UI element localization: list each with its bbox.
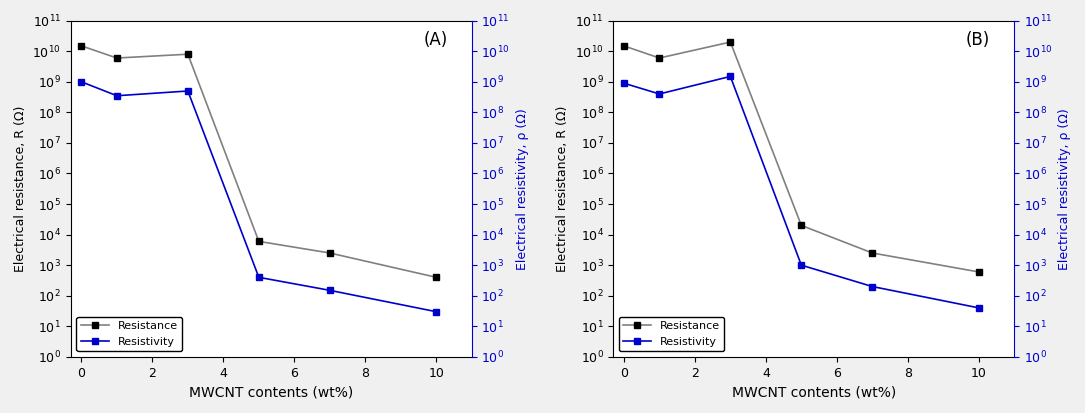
Line: Resistance: Resistance — [621, 38, 982, 275]
Resistivity — [430, 309, 443, 314]
Y-axis label: Electrical resistivity, ρ (Ω): Electrical resistivity, ρ (Ω) — [515, 108, 528, 270]
Resistance — [866, 251, 879, 256]
Resistance — [181, 52, 194, 57]
Resistivity — [617, 81, 630, 85]
Resistance — [724, 40, 737, 45]
Resistivity — [253, 275, 266, 280]
Y-axis label: Electrical resistivity, ρ (Ω): Electrical resistivity, ρ (Ω) — [1058, 108, 1071, 270]
Resistance — [430, 275, 443, 280]
Y-axis label: Electrical resistance, R (Ω): Electrical resistance, R (Ω) — [557, 106, 570, 272]
Line: Resistance: Resistance — [78, 43, 439, 281]
Y-axis label: Electrical resistance, R (Ω): Electrical resistance, R (Ω) — [14, 106, 27, 272]
Resistance — [972, 269, 985, 274]
Text: (A): (A) — [423, 31, 448, 49]
Resistance — [75, 43, 88, 48]
Line: Resistivity: Resistivity — [621, 73, 982, 311]
Resistivity — [181, 88, 194, 93]
X-axis label: MWCNT contents (wt%): MWCNT contents (wt%) — [189, 385, 354, 399]
Resistance — [323, 251, 336, 256]
Line: Resistivity: Resistivity — [78, 78, 439, 315]
Resistivity — [75, 79, 88, 84]
Resistance — [253, 239, 266, 244]
Resistivity — [972, 305, 985, 310]
Legend: Resistance, Resistivity: Resistance, Resistivity — [76, 317, 182, 351]
Resistivity — [653, 92, 666, 97]
Resistivity — [323, 288, 336, 293]
Resistance — [653, 56, 666, 61]
Resistivity — [795, 263, 808, 268]
Resistivity — [724, 74, 737, 79]
Resistance — [617, 43, 630, 48]
Resistance — [795, 223, 808, 228]
Text: (B): (B) — [966, 31, 991, 49]
Legend: Resistance, Resistivity: Resistance, Resistivity — [618, 317, 725, 351]
X-axis label: MWCNT contents (wt%): MWCNT contents (wt%) — [731, 385, 896, 399]
Resistivity — [866, 284, 879, 289]
Resistance — [111, 56, 124, 61]
Resistivity — [111, 93, 124, 98]
